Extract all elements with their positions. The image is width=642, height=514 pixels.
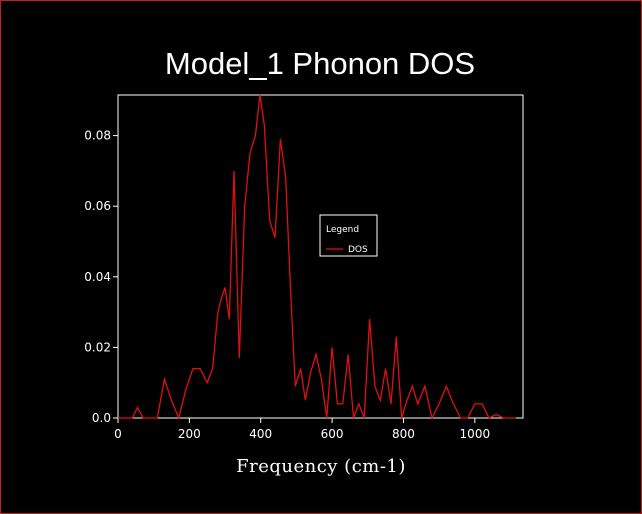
x-tick-label: 0 [114, 427, 122, 441]
series-line-dos [118, 94, 516, 421]
x-tick-label: 400 [249, 427, 272, 441]
y-tick-label: 0.0 [92, 411, 111, 425]
x-tick-label: 200 [178, 427, 201, 441]
legend-entry-dos: DOS [348, 245, 368, 255]
x-tick-label: 600 [321, 427, 344, 441]
x-axis-label: Frequency (cm-1) [236, 456, 406, 477]
y-axis: 0.0 0.02 0.04 0.06 0.08 [84, 129, 118, 425]
plot-area [117, 94, 524, 419]
y-tick-label: 0.02 [84, 340, 111, 354]
y-tick-label: 0.04 [84, 270, 111, 284]
chart-title: Model_1 Phonon DOS [165, 46, 475, 81]
y-tick-label: 0.06 [84, 199, 111, 213]
legend-title: Legend [326, 225, 359, 235]
x-tick-label: 800 [392, 427, 415, 441]
y-tick-label: 0.08 [84, 129, 111, 143]
x-tick-label: 1000 [460, 427, 491, 441]
x-axis: 0 200 400 600 800 1000 [114, 418, 490, 441]
legend: Legend DOS [319, 214, 378, 257]
